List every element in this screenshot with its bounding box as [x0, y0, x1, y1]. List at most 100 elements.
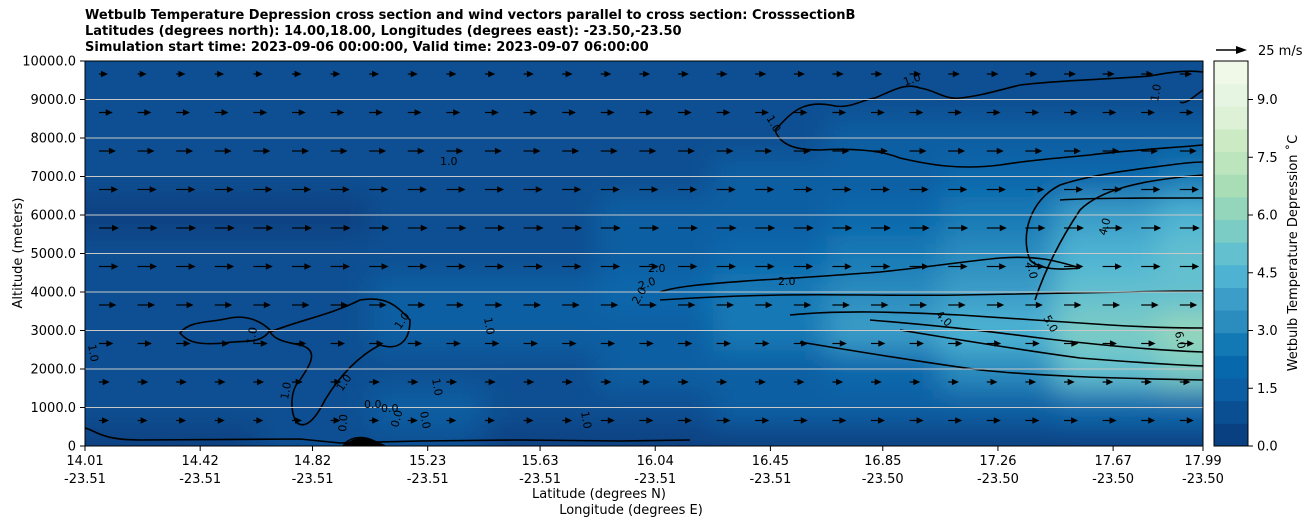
- wind-vector: [369, 263, 389, 270]
- wind-vector: [330, 263, 350, 270]
- x-axis-label-latitude: Latitude (degrees N): [532, 487, 666, 502]
- wind-vector: [832, 224, 853, 232]
- wind-vector: [909, 109, 924, 116]
- x-tick-label-lat: 17.67: [1095, 454, 1132, 469]
- wind-vector: [214, 301, 233, 309]
- colorbar-segment: [1214, 128, 1248, 153]
- y-tick-label: 3000.0: [31, 324, 77, 339]
- x-tick-label-lat: 16.85: [864, 454, 901, 469]
- wind-vector: [369, 378, 380, 386]
- wind-vector: [793, 70, 805, 78]
- wind-vector: [639, 340, 654, 347]
- colorbar-segment: [1214, 219, 1248, 243]
- wind-vector: [909, 417, 924, 424]
- wind-vector: [99, 147, 116, 155]
- wind-vector: [330, 301, 349, 309]
- field-cell: [712, 426, 828, 446]
- wind-vector: [871, 70, 883, 78]
- wind-vector: [330, 70, 341, 78]
- contour-1-bottom: [85, 427, 691, 444]
- wind-vector: [562, 70, 573, 78]
- colorbar-label: Wetbulb Temperature Depression ˚C: [1285, 135, 1301, 372]
- wind-vector: [1064, 340, 1079, 347]
- wind-vector: [678, 417, 692, 424]
- wind-vector: [1025, 224, 1046, 232]
- contour-4-lower: [789, 311, 1203, 329]
- contour-6-lower: [899, 329, 1203, 367]
- field-cell: [1055, 61, 1160, 82]
- wind-vector: [485, 340, 500, 347]
- wind-vector: [716, 70, 728, 78]
- colorbar-tick-label: 6.0: [1257, 209, 1278, 224]
- wind-vector: [600, 378, 612, 386]
- wind-vector: [986, 263, 1007, 270]
- wind-vector: [948, 340, 963, 347]
- wind-vector: [523, 224, 544, 232]
- contour-label-3: 1.0: [1148, 83, 1164, 102]
- x-axis: 14.01 -23.51 14.42 -23.51 14.82 -23.51 15.23 -2…: [64, 446, 1224, 487]
- wind-vector: [137, 263, 157, 270]
- wind-vector: [600, 109, 615, 116]
- wind-vector: [407, 340, 423, 347]
- wind-vector: [214, 378, 226, 386]
- wind-vector: [137, 340, 152, 347]
- y-gridlines: [85, 99, 1203, 408]
- wind-vector: [330, 109, 345, 116]
- wind-vector: [99, 301, 117, 309]
- y-axis-label: Altitude (meters): [11, 198, 26, 309]
- terrain-hill-shape: [343, 438, 386, 446]
- wind-vector: [446, 301, 464, 309]
- colorbar-segment: [1214, 83, 1248, 107]
- wind-vector: [330, 340, 345, 347]
- colorbar-tick-label: 4.5: [1257, 266, 1278, 281]
- wind-vector: [99, 417, 109, 424]
- wind-vector: [1102, 147, 1120, 155]
- wind-vector: [755, 70, 767, 78]
- wind-vector: [292, 417, 302, 424]
- field-cell: [826, 61, 942, 82]
- wind-vector: [832, 263, 852, 270]
- x-tick-label-lon: -23.50: [977, 472, 1019, 487]
- wind-vector: [755, 186, 775, 193]
- x-tick-label-lat: 14.01: [66, 454, 103, 469]
- field-cell: [597, 426, 714, 446]
- wind-vector: [253, 147, 271, 155]
- wind-vector: [1064, 378, 1075, 386]
- wind-vector: [137, 109, 152, 116]
- wind-vector: [253, 70, 263, 78]
- wind-vector: [137, 186, 157, 193]
- wind-vector: [600, 417, 615, 424]
- contour-2-main: [659, 161, 1203, 293]
- wind-vector: [292, 224, 312, 232]
- x-tick-label-lon: -23.51: [519, 472, 561, 487]
- wind-vector: [1064, 417, 1078, 424]
- wind-vector: [986, 147, 1004, 155]
- x-tick-label-lon: -23.51: [292, 472, 334, 487]
- wind-vector: [793, 186, 813, 193]
- wind-vector: [755, 147, 773, 155]
- wind-vector: [986, 378, 998, 386]
- wind-vectors: [99, 70, 1200, 424]
- wind-vector: [369, 301, 387, 309]
- wind-vector: [369, 147, 387, 155]
- wind-vector: [292, 340, 307, 347]
- colorbar-tick-label: 9.0: [1257, 93, 1278, 108]
- wind-vector: [1064, 70, 1076, 78]
- wind-vector: [832, 70, 844, 78]
- wind-vector: [832, 378, 844, 386]
- wind-vector: [1102, 417, 1117, 424]
- wind-vector: [871, 417, 885, 424]
- wind-vector: [948, 301, 966, 309]
- wind-vector: [678, 378, 689, 386]
- wind-vector: [485, 109, 499, 116]
- wind-vector: [678, 263, 698, 270]
- wind-vector: [716, 147, 734, 155]
- wind-vector: [793, 109, 808, 116]
- wind-vector: [600, 70, 612, 78]
- wind-vector: [523, 263, 543, 270]
- wind-vector: [99, 70, 108, 78]
- wind-vector: [909, 263, 929, 270]
- wind-vector: [1102, 301, 1121, 309]
- wind-vector: [523, 301, 542, 309]
- wind-vector: [446, 70, 457, 78]
